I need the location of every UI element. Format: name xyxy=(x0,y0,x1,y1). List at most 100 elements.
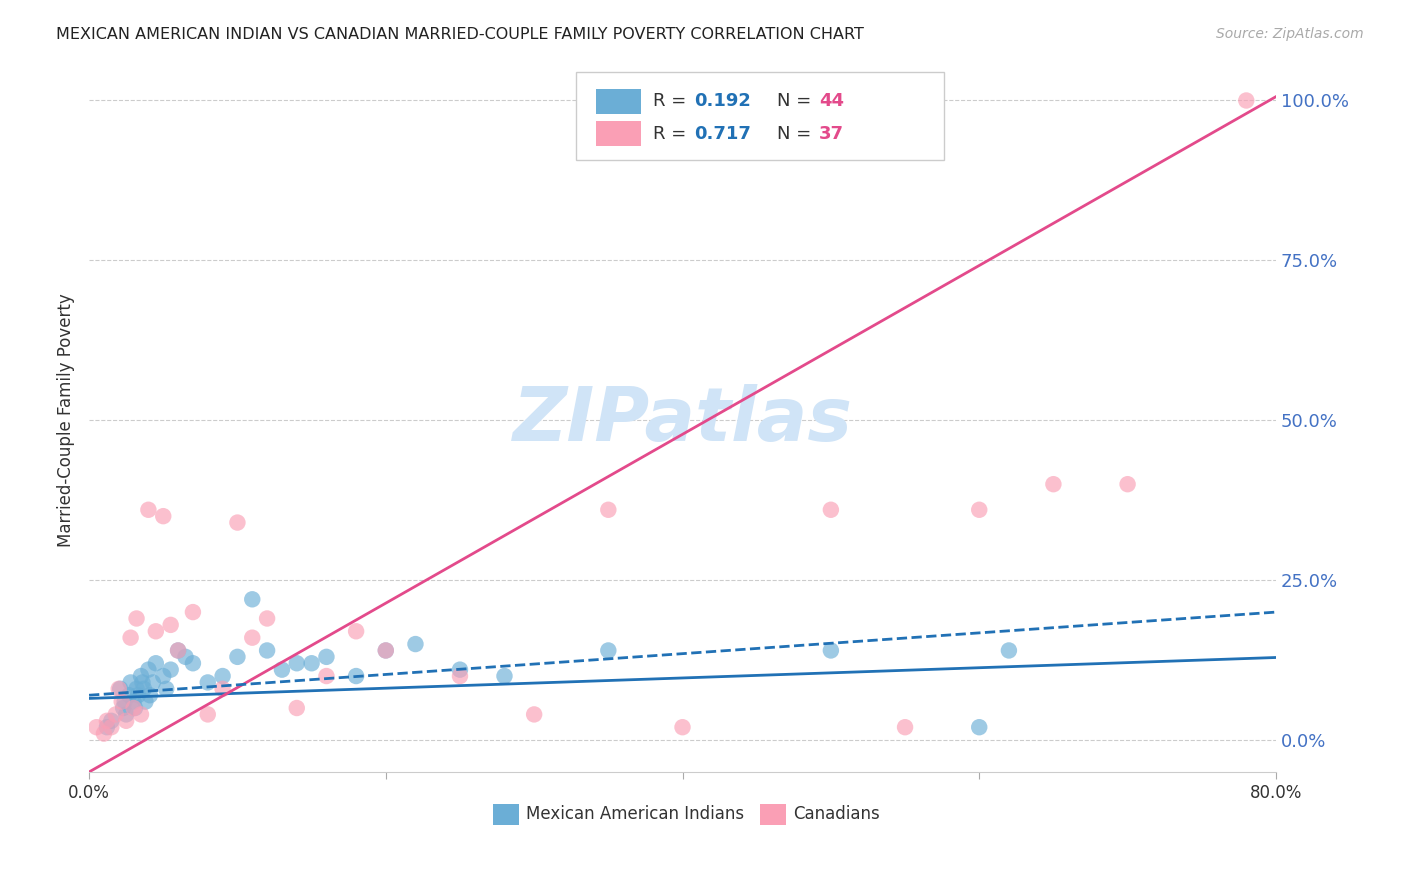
Point xyxy=(315,669,337,683)
Bar xyxy=(596,89,641,114)
Point xyxy=(111,695,134,709)
Point xyxy=(93,726,115,740)
Point xyxy=(86,720,108,734)
Point xyxy=(256,643,278,657)
Point xyxy=(145,624,167,639)
Point xyxy=(145,657,167,671)
Point xyxy=(998,643,1021,657)
Point xyxy=(820,643,842,657)
Point xyxy=(155,681,177,696)
Point xyxy=(374,643,396,657)
Point xyxy=(129,669,152,683)
Point xyxy=(127,688,149,702)
Point xyxy=(181,605,204,619)
Text: N =: N = xyxy=(778,93,817,111)
Point xyxy=(523,707,546,722)
Point xyxy=(122,695,145,709)
Text: 44: 44 xyxy=(820,93,844,111)
Point xyxy=(134,695,156,709)
Point xyxy=(138,502,160,516)
Text: R =: R = xyxy=(652,125,692,143)
Point xyxy=(211,669,233,683)
Text: R =: R = xyxy=(652,93,692,111)
Point xyxy=(449,669,471,683)
Point xyxy=(167,643,190,657)
Point xyxy=(226,516,249,530)
Point xyxy=(129,707,152,722)
Point xyxy=(181,657,204,671)
Point xyxy=(96,720,118,734)
Point xyxy=(138,663,160,677)
Point xyxy=(671,720,693,734)
Point xyxy=(122,701,145,715)
Text: ZIPatlas: ZIPatlas xyxy=(513,384,852,457)
Point xyxy=(598,643,620,657)
Text: Canadians: Canadians xyxy=(793,805,880,823)
Point xyxy=(285,701,308,715)
Point xyxy=(967,502,990,516)
Point xyxy=(174,649,197,664)
Point xyxy=(494,669,516,683)
Point xyxy=(240,631,263,645)
Point xyxy=(167,643,190,657)
Point xyxy=(120,631,142,645)
FancyBboxPatch shape xyxy=(575,72,943,160)
Point xyxy=(598,502,620,516)
Point xyxy=(197,707,219,722)
Point xyxy=(139,688,162,702)
Point xyxy=(96,714,118,728)
Point xyxy=(211,681,233,696)
Point xyxy=(100,720,122,734)
Point xyxy=(114,695,136,709)
Point xyxy=(197,675,219,690)
Point xyxy=(100,714,122,728)
Text: 0.192: 0.192 xyxy=(695,93,751,111)
Point xyxy=(118,688,141,702)
Point xyxy=(344,669,367,683)
Point xyxy=(124,701,146,715)
Bar xyxy=(759,804,786,825)
Point xyxy=(132,681,155,696)
Point xyxy=(152,669,174,683)
Point xyxy=(285,657,308,671)
Point xyxy=(344,624,367,639)
Point xyxy=(159,618,181,632)
Point xyxy=(112,701,135,715)
Point xyxy=(115,714,138,728)
Point xyxy=(449,663,471,677)
Point xyxy=(125,681,148,696)
Point xyxy=(104,707,127,722)
Bar xyxy=(596,121,641,146)
Y-axis label: Married-Couple Family Poverty: Married-Couple Family Poverty xyxy=(58,293,75,547)
Bar xyxy=(492,804,519,825)
Point xyxy=(240,592,263,607)
Point xyxy=(404,637,426,651)
Text: 0.717: 0.717 xyxy=(695,125,751,143)
Point xyxy=(1116,477,1139,491)
Text: MEXICAN AMERICAN INDIAN VS CANADIAN MARRIED-COUPLE FAMILY POVERTY CORRELATION CH: MEXICAN AMERICAN INDIAN VS CANADIAN MARR… xyxy=(56,27,865,42)
Point xyxy=(374,643,396,657)
Text: Mexican American Indians: Mexican American Indians xyxy=(526,805,744,823)
Point xyxy=(1042,477,1064,491)
Point xyxy=(894,720,917,734)
Point xyxy=(301,657,323,671)
Point xyxy=(256,611,278,625)
Point xyxy=(125,611,148,625)
Point xyxy=(110,681,132,696)
Text: N =: N = xyxy=(778,125,817,143)
Point xyxy=(159,663,181,677)
Point xyxy=(271,663,294,677)
Text: 37: 37 xyxy=(820,125,844,143)
Point xyxy=(120,675,142,690)
Point xyxy=(131,675,153,690)
Point xyxy=(820,502,842,516)
Point xyxy=(967,720,990,734)
Text: Source: ZipAtlas.com: Source: ZipAtlas.com xyxy=(1216,27,1364,41)
Point xyxy=(152,509,174,524)
Point xyxy=(315,649,337,664)
Point xyxy=(226,649,249,664)
Point xyxy=(142,675,165,690)
Point xyxy=(115,707,138,722)
Point xyxy=(107,681,129,696)
Point xyxy=(1234,94,1257,108)
